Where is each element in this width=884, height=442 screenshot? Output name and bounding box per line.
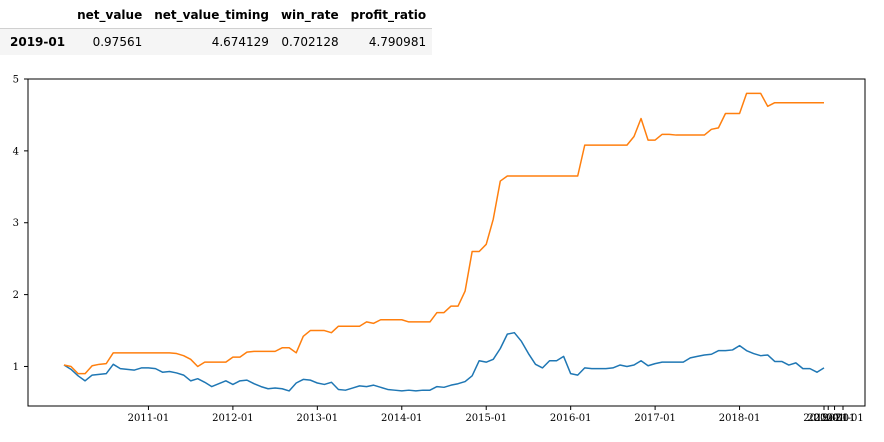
y-tick-label: 3 (13, 218, 19, 229)
plot-frame (27, 78, 866, 407)
x-tick-label: 2011-01 (128, 413, 170, 424)
x-axis: 2011-01 2012-01 2013-01 2014-01 2015-01 2016-… (128, 406, 864, 424)
profit-ratio-cell: 4.790981 (344, 28, 433, 55)
summary-table: net_value net_value_timing win_rate prof… (0, 4, 433, 55)
x-tick-label: 2014-01 (381, 413, 423, 424)
net-value-timing-header: net_value_timing (148, 4, 275, 29)
profit-ratio-header: profit_ratio (344, 4, 433, 29)
net-value-cell: 0.97561 (71, 28, 149, 55)
index-header (0, 4, 72, 29)
net-value-header: net_value (71, 4, 149, 29)
x-tick-label: 2021-01 (822, 413, 864, 424)
x-tick-label: 2013-01 (297, 413, 339, 424)
y-axis: 1 2 3 4 5 (13, 75, 28, 373)
win-rate-cell: 0.702128 (274, 28, 345, 55)
x-tick-label: 2019-01 (803, 413, 845, 424)
y-tick-label: 1 (13, 362, 19, 373)
table-row: 2019-01 0.97561 4.674129 0.702128 4.7909… (0, 28, 433, 55)
y-tick-label: 2 (13, 290, 19, 301)
win-rate-header: win_rate (274, 4, 345, 29)
y-tick-label: 5 (13, 75, 19, 86)
series-line-net-value-timing (63, 92, 824, 375)
series-line-net-value (63, 331, 825, 392)
x-tick-label: 2020-01 (814, 413, 856, 424)
x-tick-label: 2017-01 (634, 413, 676, 424)
row-index: 2019-01 (0, 28, 72, 55)
x-tick-label: 2015-01 (465, 413, 507, 424)
x-tick-label: 2016-01 (550, 413, 592, 424)
x-tick-label: 2018-01 (719, 413, 761, 424)
series-lines (63, 92, 825, 392)
table-header-row: net_value net_value_timing win_rate prof… (0, 4, 433, 29)
net-value-timing-cell: 4.674129 (148, 28, 275, 55)
x-tick-label: 2012-01 (212, 413, 254, 424)
y-tick-label: 4 (13, 146, 19, 157)
x-tick-label: 2020-01 (807, 413, 849, 424)
